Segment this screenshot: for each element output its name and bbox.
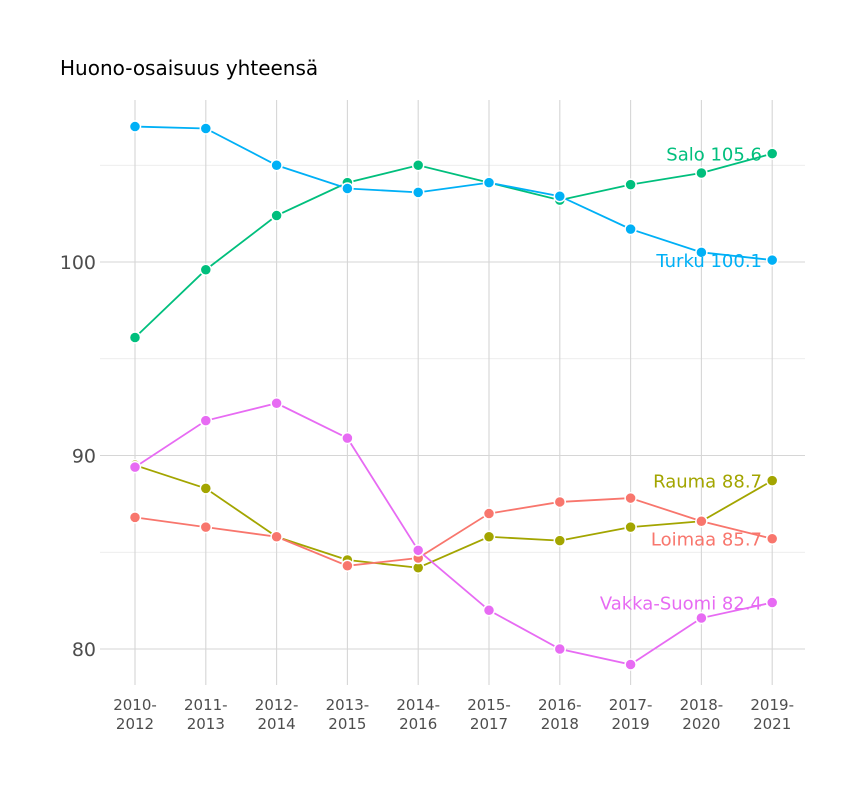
data-point [482, 507, 496, 520]
x-tick-label: 2012-2014 [255, 696, 299, 733]
y-tick-label: 80 [72, 639, 96, 661]
data-point [765, 474, 779, 487]
series-loimaa: Loimaa 85.7 [128, 491, 779, 573]
data-point [270, 159, 283, 172]
data-point [482, 176, 496, 189]
data-point [199, 122, 213, 135]
x-tick-label: 2016-2018 [538, 696, 582, 733]
x-tick-label: 2019-2021 [750, 696, 794, 733]
series-turku: Turku 100.1 [128, 120, 779, 272]
end-label: Salo 105.6 [666, 145, 762, 166]
data-point [695, 246, 708, 259]
data-point [270, 209, 283, 222]
data-point [128, 331, 142, 344]
data-point [624, 222, 637, 236]
data-point [199, 414, 213, 427]
data-point [199, 482, 213, 495]
y-tick-label: 100 [60, 252, 96, 274]
chart-title: Huono-osaisuus yhteensä [60, 56, 319, 80]
data-point [695, 515, 708, 528]
data-point [765, 253, 779, 267]
x-tick-label: 2015-2017 [467, 696, 511, 733]
x-tick-label: 2018-2020 [680, 696, 724, 733]
data-point [341, 559, 354, 573]
data-point [128, 511, 142, 524]
data-point [765, 596, 779, 609]
series-line [134, 125, 773, 261]
data-point [270, 530, 283, 544]
data-point [411, 544, 425, 557]
y-tick-label: 90 [72, 446, 96, 468]
data-point [695, 611, 708, 625]
end-label: Rauma 88.7 [653, 472, 762, 493]
series-salo: Salo 105.6 [128, 145, 779, 344]
data-point [411, 159, 425, 172]
data-point [411, 186, 425, 199]
series-line [134, 464, 773, 569]
data-point [624, 520, 637, 534]
data-point [270, 397, 283, 410]
x-tick-label: 2011-2013 [184, 696, 228, 733]
data-point [553, 534, 567, 547]
x-tick-label: 2010-2012 [113, 696, 157, 733]
data-point [482, 530, 496, 544]
data-point [624, 658, 637, 671]
data-point [553, 189, 567, 203]
data-point [199, 263, 213, 276]
x-tick-label: 2017-2019 [609, 696, 653, 733]
data-point [695, 166, 708, 180]
data-point [482, 604, 496, 617]
end-label: Loimaa 85.7 [651, 530, 762, 551]
end-label: Vakka-Suomi 82.4 [600, 594, 762, 615]
series-rauma: Rauma 88.7 [128, 458, 779, 574]
series-line [134, 497, 773, 567]
data-point [128, 460, 142, 474]
data-point [199, 520, 213, 534]
x-tick-label: 2014-2016 [396, 696, 440, 733]
data-point [624, 491, 637, 505]
data-point [624, 178, 637, 191]
data-point [765, 532, 779, 545]
data-point [553, 495, 567, 509]
data-point [341, 182, 354, 195]
data-point [128, 120, 142, 133]
data-point [553, 642, 567, 656]
data-point [341, 431, 354, 445]
end-label: Turku 100.1 [655, 251, 762, 272]
x-tick-label: 2013-2015 [326, 696, 370, 733]
data-point [765, 147, 779, 160]
series-line [134, 402, 773, 666]
series-vakka-suomi: Vakka-Suomi 82.4 [128, 397, 779, 671]
series-line [134, 152, 773, 339]
